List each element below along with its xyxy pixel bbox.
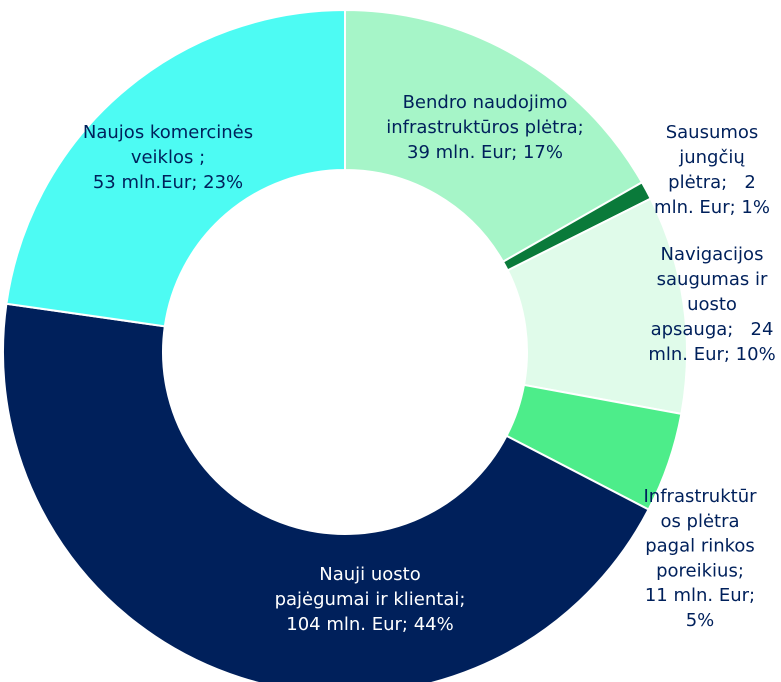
data-label: plėtra; 2 [668, 172, 756, 193]
data-label: Nauji uosto [319, 564, 421, 585]
data-label: saugumas ir [657, 269, 768, 290]
data-label: poreikius; [656, 560, 744, 581]
data-label: pajėgumai ir klientai; [275, 589, 466, 610]
data-label: 39 mln. Eur; 17% [407, 142, 563, 163]
data-label: os plėtra [660, 511, 739, 532]
donut-segment [344, 8, 644, 264]
data-label: Sausumos [666, 122, 759, 143]
data-label: 104 mln. Eur; 44% [286, 614, 453, 635]
data-label: infrastruktūros plėtra; [386, 117, 583, 138]
donut-segment [2, 302, 650, 682]
donut-segment [5, 8, 346, 328]
data-label: Bendro naudojimo [403, 92, 568, 113]
data-label: 53 mln.Eur; 23% [93, 172, 243, 193]
data-label: 11 mln. Eur; [645, 585, 755, 606]
data-label: Naujos komercinės [83, 122, 253, 143]
data-label: pagal rinkos [645, 536, 755, 557]
data-label: uosto [687, 294, 737, 315]
data-label: mln. Eur; 10% [648, 344, 775, 365]
data-label: 5% [686, 610, 715, 631]
data-label: Infrastruktūr [643, 486, 757, 507]
data-label: jungčių [678, 147, 745, 168]
data-label: veiklos ; [131, 147, 205, 168]
data-label: Navigacijos [661, 244, 764, 265]
data-label: apsauga; 24 [651, 319, 774, 340]
data-label: mln. Eur; 1% [654, 197, 770, 218]
